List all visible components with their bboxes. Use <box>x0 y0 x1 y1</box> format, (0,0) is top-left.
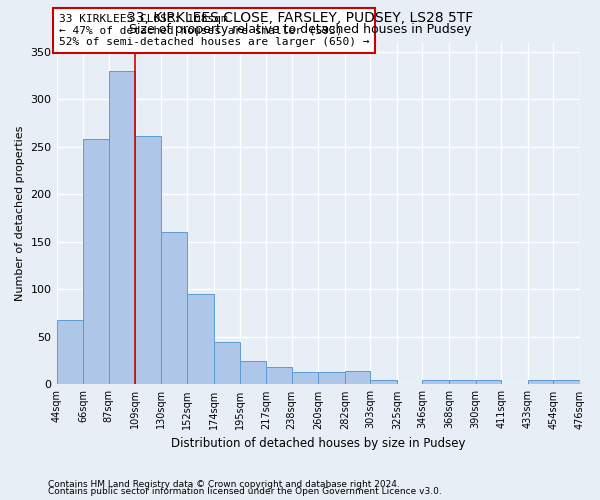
Bar <box>56 320 83 384</box>
Text: Size of property relative to detached houses in Pudsey: Size of property relative to detached ho… <box>129 22 471 36</box>
Text: 33 KIRKLEES CLOSE: 108sqm
← 47% of detached houses are smaller (593)
52% of semi: 33 KIRKLEES CLOSE: 108sqm ← 47% of detac… <box>59 14 370 47</box>
Text: Contains HM Land Registry data © Crown copyright and database right 2024.: Contains HM Land Registry data © Crown c… <box>48 480 400 489</box>
Bar <box>476 380 501 384</box>
X-axis label: Distribution of detached houses by size in Pudsey: Distribution of detached houses by size … <box>171 437 466 450</box>
Bar <box>187 294 214 384</box>
Bar <box>345 371 370 384</box>
Bar <box>292 372 318 384</box>
Text: Contains public sector information licensed under the Open Government Licence v3: Contains public sector information licen… <box>48 487 442 496</box>
Bar <box>239 360 266 384</box>
Bar <box>318 372 345 384</box>
Bar <box>580 380 600 384</box>
Bar <box>370 380 397 384</box>
Bar <box>422 380 449 384</box>
Bar <box>214 342 239 384</box>
Bar <box>553 380 580 384</box>
Bar <box>449 380 476 384</box>
Bar <box>83 140 109 384</box>
Text: 33, KIRKLEES CLOSE, FARSLEY, PUDSEY, LS28 5TF: 33, KIRKLEES CLOSE, FARSLEY, PUDSEY, LS2… <box>127 11 473 25</box>
Bar <box>528 380 553 384</box>
Bar <box>109 71 136 384</box>
Bar <box>161 232 187 384</box>
Y-axis label: Number of detached properties: Number of detached properties <box>15 126 25 301</box>
Bar <box>266 368 292 384</box>
Bar <box>136 136 161 384</box>
